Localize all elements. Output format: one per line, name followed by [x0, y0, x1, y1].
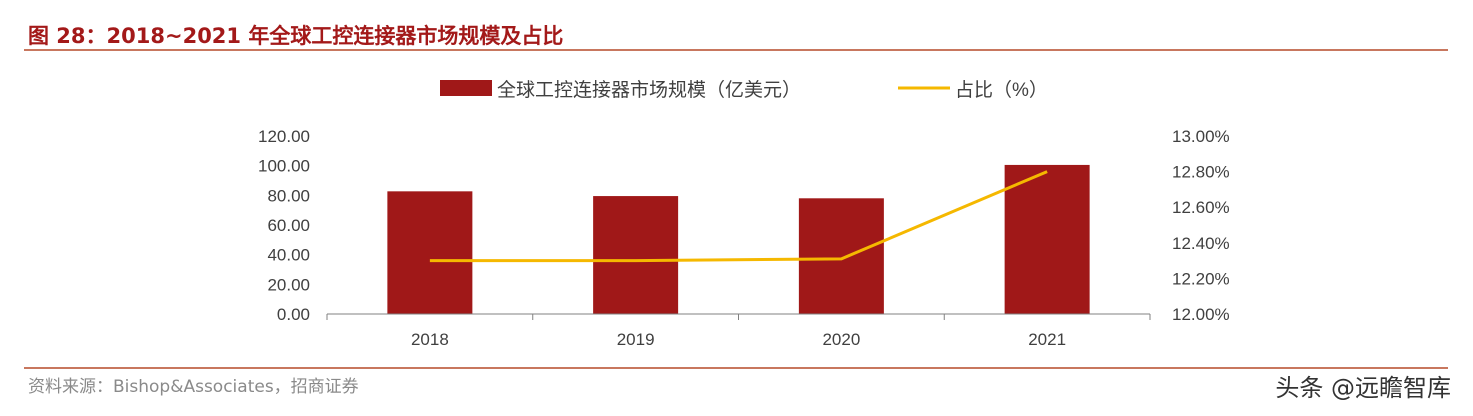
watermark: 头条 @远瞻智库: [1275, 374, 1451, 402]
bottom-divider: [24, 367, 1448, 369]
bar-2020: [798, 198, 884, 314]
x-tick-label: 2020: [822, 330, 860, 349]
line-series: [429, 170, 1048, 263]
y-tick-label: 20.00: [267, 275, 310, 294]
y2-tick-label: 13.00%: [1172, 127, 1230, 146]
figure-title: 图 28：2018~2021 年全球工控连接器市场规模及占比: [28, 24, 564, 48]
y2-tick-label: 12.40%: [1172, 234, 1230, 253]
top-divider: [24, 49, 1448, 51]
y2-tick-label: 12.00%: [1172, 305, 1230, 324]
y-tick-label: 60.00: [267, 216, 310, 235]
y-tick-label: 80.00: [267, 186, 310, 205]
legend-swatch-bar: [440, 80, 492, 96]
bar-2019: [593, 196, 679, 314]
legend-label-bar: 全球工控连接器市场规模（亿美元）: [497, 79, 801, 101]
x-tick-label: 2021: [1028, 330, 1066, 349]
y2-tick-label: 12.80%: [1172, 163, 1230, 182]
source-note: 资料来源：Bishop&Associates，招商证券: [28, 377, 359, 397]
y2-tick-label: 12.60%: [1172, 198, 1230, 217]
y-tick-label: 120.00: [258, 127, 310, 146]
x-tick-label: 2019: [617, 330, 655, 349]
legend-label-line: 占比（%）: [955, 79, 1048, 101]
x-tick-label: 2018: [411, 330, 449, 349]
y2-tick-label: 12.20%: [1172, 269, 1230, 288]
bar-2021: [1004, 164, 1090, 314]
bar-2018: [387, 191, 473, 314]
y-tick-label: 0.00: [277, 305, 310, 324]
y-tick-label: 100.00: [258, 157, 310, 176]
y-tick-label: 40.00: [267, 246, 310, 265]
